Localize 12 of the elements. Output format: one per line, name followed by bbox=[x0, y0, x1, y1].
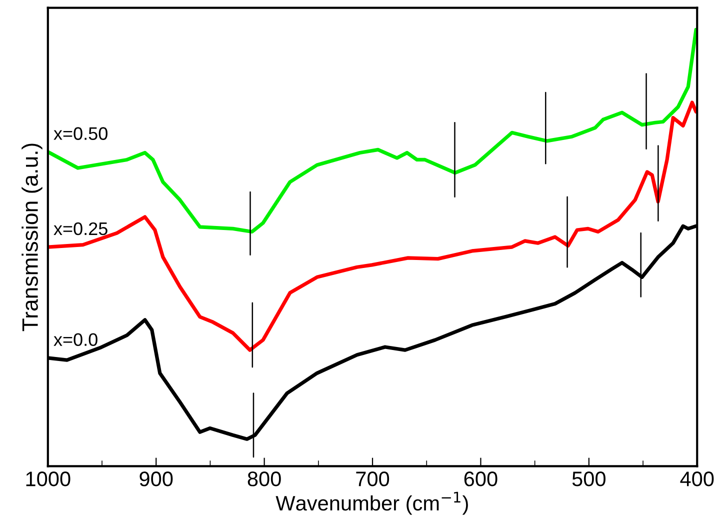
x-tick-label: 1000 bbox=[26, 472, 70, 486]
x-tick-label: 800 bbox=[248, 472, 281, 486]
y-axis-title: Transmission (a.u.) bbox=[22, 144, 42, 332]
x-tick-label: 600 bbox=[464, 472, 498, 486]
x-tick-label: 900 bbox=[140, 472, 173, 486]
series-label: x=0.25 bbox=[54, 222, 108, 236]
x-tick-label: 700 bbox=[356, 472, 390, 486]
series-label: x=0.50 bbox=[54, 127, 108, 140]
series-label: x=0.0 bbox=[54, 333, 98, 346]
x-tick-label: 400 bbox=[680, 472, 714, 486]
x-axis-title: Wavenumber (cm$^{−1}$) bbox=[276, 492, 468, 515]
x-tick-label: 500 bbox=[572, 472, 606, 486]
